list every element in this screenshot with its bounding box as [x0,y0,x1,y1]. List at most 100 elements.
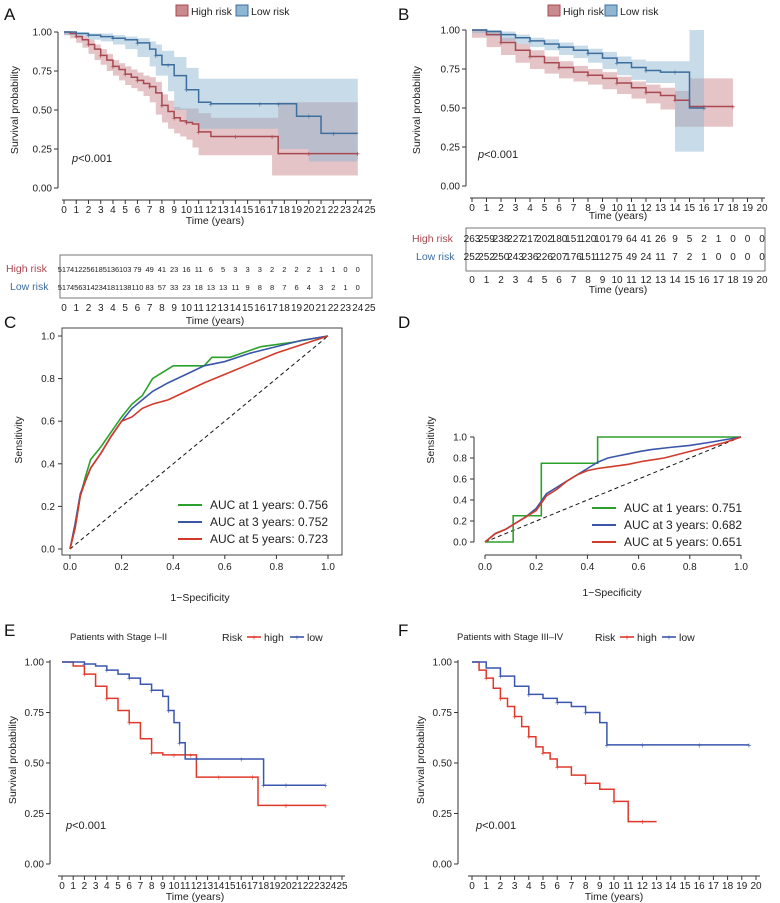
risk-table-cell: 8 [258,283,262,292]
legend-high-marker: + [252,633,257,642]
x-tick-label: 14 [665,881,677,892]
risk-x-tick-label: 19 [742,275,754,286]
risk-table-cell: 5 [221,265,225,274]
risk-x-tick-label: 7 [147,303,153,314]
censor-mark: + [127,719,132,728]
risk-x-tick-label: 1 [73,303,79,314]
risk-table-cell: 0 [759,234,765,245]
risk-table-cell: 64 [626,234,638,245]
censor-mark: + [98,51,103,60]
x-tick-label: 3 [512,881,518,892]
x-tick-label: 13 [202,881,214,892]
risk-x-tick-label: 6 [556,275,562,286]
risk-table-cell: 11 [231,283,239,292]
legend-auc-3-label: AUC at 3 years: 0.682 [624,518,742,532]
y-tick-label: 0.75 [33,67,53,78]
risk-x-tick-label: 5 [542,275,548,286]
risk-x-tick-label: 19 [291,303,303,314]
censor-mark: + [270,133,275,142]
risk-table-cell: 7 [672,252,678,263]
x-tick-label: 11 [180,881,191,892]
x-tick-label: 14 [213,881,225,892]
risk-table-cell: 13 [207,283,215,292]
km-curve-low [472,661,749,746]
y-tick-label: 0.6 [453,475,467,486]
panel-c-letter: C [4,313,16,332]
legend-low-risk-swatch [235,4,249,17]
risk-table-cell: 263 [464,234,481,245]
risk-table-cell: 0 [343,265,347,274]
risk-table-cell: 259 [478,234,495,245]
censor-mark: + [276,100,281,109]
censor-mark: + [355,150,360,159]
risk-x-tick-label: 15 [242,303,254,314]
panel-b-x-title: Time (years) [589,210,648,222]
risk-table-cell: 250 [493,252,510,263]
x-tick-label: 0 [61,205,67,216]
censor-mark: + [149,749,154,758]
x-tick-label: 17 [713,203,725,214]
risk-table-cell: 256 [82,265,95,274]
censor-mark: + [147,83,152,92]
risk-x-tick-label: 15 [684,275,696,286]
risk-table-cell: 3 [246,265,250,274]
y-tick-label: 0.4 [453,496,467,507]
censor-mark: + [640,818,645,827]
risk-table-cell: 236 [522,252,539,263]
y-tick-label: 0.25 [433,809,453,820]
x-tick-label: 9 [171,205,177,216]
x-tick-label: 18 [258,881,270,892]
panel-a-y-title: Survival probability [9,65,21,154]
x-tick-label: 17 [708,881,720,892]
legend-auc-1-label: AUC at 1 years: 0.756 [210,498,328,512]
panel-e-legend: + high + low [247,632,323,644]
x-tick-label: 24 [352,205,364,216]
risk-table-cell: 252 [478,252,495,263]
censor-mark: + [526,733,531,742]
x-tick-label: 0.2 [529,562,543,573]
legend-low-label: low [679,632,695,644]
risk-table-cell: 0 [745,252,751,263]
risk-table-cell: 33 [170,283,178,292]
x-tick-label: 12 [205,205,217,216]
panel-c-plot-frame [61,327,343,556]
panel-a-pvalue-value: <0.001 [78,153,112,165]
risk-table-cell: 18 [194,283,202,292]
x-tick-label: 18 [722,881,734,892]
censor-mark: + [557,43,562,52]
y-tick-label: 0.50 [441,104,461,115]
panel-c-x-title: 1−Specificity [170,592,230,604]
censor-mark: + [541,749,546,758]
risk-table-cell: 226 [536,252,553,263]
legend-high-risk-swatch [175,4,189,17]
x-tick-label: 18 [279,205,291,216]
risk-table-cell: 0 [759,252,765,263]
risk-table-cell: 41 [640,234,652,245]
censor-mark: + [82,670,87,679]
x-tick-label: 1 [484,203,490,214]
censor-mark: + [258,100,263,109]
x-tick-label: 13 [651,881,663,892]
risk-table-cell: 41 [158,265,166,274]
censor-mark: + [555,698,560,707]
panel-b: B High risk Low risk ++++++++ +++++++ ++ 0… [398,4,768,296]
x-tick-label: 0.0 [478,562,492,573]
panel-d-y-title: Sensitivity [425,416,437,464]
risk-table-cell: 5 [687,234,693,245]
x-tick-label: 16 [698,203,710,214]
risk-table-cell: 181 [107,283,120,292]
censor-mark: + [644,67,649,76]
risk-table-cell: 24 [640,252,652,263]
risk-table-cell: 7 [282,283,286,292]
legend-high-label: high [637,632,657,644]
risk-table-cell: 314 [82,283,95,292]
x-tick-label: 23 [340,205,352,216]
x-tick-label: 11 [193,205,204,216]
risk-x-tick-label: 20 [756,275,768,286]
panel-d-legend: AUC at 1 years: 0.751 AUC at 3 years: 0.… [592,501,742,549]
legend-auc-1-label: AUC at 1 years: 0.751 [624,501,742,515]
panel-f-x-title: Time (years) [585,891,644,903]
risk-table-cell: 11 [195,265,203,274]
ci-band-low-risk [64,32,358,162]
x-tick-label: 3 [93,881,99,892]
